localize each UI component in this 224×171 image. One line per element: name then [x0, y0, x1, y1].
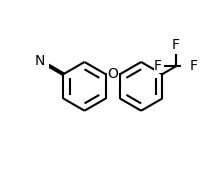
- Text: O: O: [107, 67, 118, 81]
- Text: F: F: [172, 38, 180, 52]
- Text: F: F: [154, 59, 162, 73]
- Text: F: F: [190, 59, 198, 73]
- Text: N: N: [35, 54, 45, 68]
